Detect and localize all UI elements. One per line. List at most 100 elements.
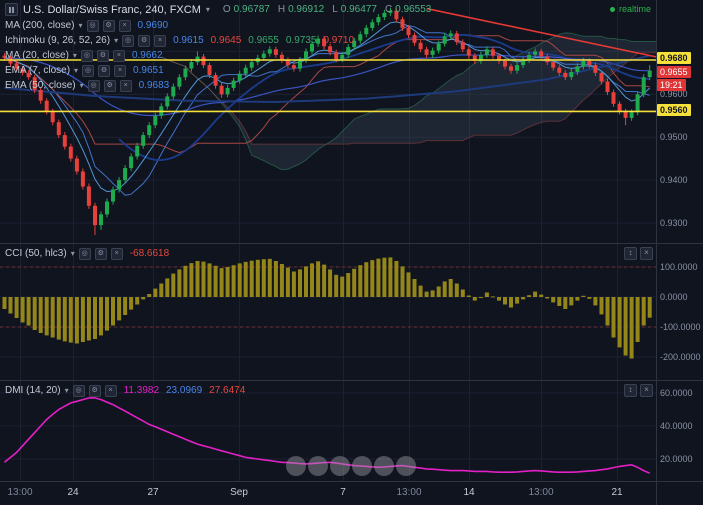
delete-icon[interactable]: ×: [119, 79, 132, 92]
eye-icon[interactable]: ◎: [122, 34, 135, 47]
eye-icon[interactable]: ◎: [72, 384, 85, 397]
ema50-value: 0.9683: [138, 80, 170, 91]
chevron-down-icon[interactable]: ▾: [114, 36, 119, 45]
price-axis-label: 0.9600: [660, 89, 688, 99]
delete-icon[interactable]: ×: [110, 247, 123, 260]
open-label: O: [222, 4, 231, 15]
ichimoku-chikou-value: 0.9655: [248, 35, 279, 46]
ema7-value: 0.9651: [133, 65, 164, 76]
close-value: 0.96553: [395, 4, 432, 15]
ichimoku-tenkan-value: 0.9615: [173, 35, 204, 46]
realtime-label: realtime: [618, 4, 651, 14]
chevron-down-icon[interactable]: ▾: [70, 249, 75, 258]
delete-icon[interactable]: ×: [154, 34, 167, 47]
gear-icon[interactable]: ⚙: [94, 247, 107, 260]
time-axis-label: 13:00: [396, 487, 422, 498]
cci-pane-controls: ↕ ×: [624, 247, 653, 260]
indicator-row-ichimoku: Ichimoku (9, 26, 52, 26) ▾ ◎ ⚙ × 0.9615 …: [5, 34, 354, 47]
time-axis-label: 14: [463, 487, 475, 498]
eye-icon[interactable]: ◎: [82, 64, 95, 77]
ma200-value: 0.9690: [137, 20, 169, 31]
cci-axis-label: -200.0000: [660, 352, 701, 362]
dmi-axis-label: 60.0000: [660, 388, 693, 398]
chevron-down-icon[interactable]: ▾: [74, 66, 79, 75]
move-pane-icon[interactable]: ↕: [624, 384, 637, 397]
dmi-axis-label: 40.0000: [660, 421, 693, 431]
gear-icon[interactable]: ⚙: [88, 384, 101, 397]
dmi-axis-label: 20.0000: [660, 454, 693, 464]
dmi-adx-value: 11.3982: [123, 385, 159, 396]
time-axis-label: 27: [147, 487, 159, 498]
indicator-label[interactable]: EMA (7, close): [5, 65, 71, 76]
cci-axis-label: 100.0000: [660, 262, 698, 272]
ichimoku-senkou-b-value: 0.9710: [323, 35, 355, 46]
time-axis-label: 24: [67, 487, 79, 498]
indicator-row-dmi: DMI (14, 20) ▾ ◎ ⚙ × 11.3982 23.0969 27.…: [5, 384, 245, 397]
price-level-label: 0.9680: [657, 52, 691, 64]
price-axis-label: 0.9400: [660, 175, 688, 185]
dmi-di-minus-value: 27.6474: [209, 385, 246, 396]
ohlc-readout: O 0.96787 H 0.96912 L 0.96477 C 0.96553: [215, 4, 431, 15]
dmi-pane-controls: ↕ ×: [624, 384, 653, 397]
move-pane-icon[interactable]: ↕: [624, 247, 637, 260]
eye-icon[interactable]: ◎: [78, 247, 91, 260]
indicator-label[interactable]: MA (20, close): [5, 50, 69, 61]
delete-icon[interactable]: ×: [118, 19, 131, 32]
delete-icon[interactable]: ×: [112, 49, 125, 62]
dmi-di-plus-value: 23.0969: [166, 385, 203, 396]
indicator-row-cci: CCI (50, hlc3) ▾ ◎ ⚙ × -68.6618: [5, 247, 169, 260]
countdown-label: 19:21: [657, 79, 686, 91]
eye-icon[interactable]: ◎: [86, 19, 99, 32]
time-axis-label: Sep: [230, 487, 248, 498]
chevron-down-icon[interactable]: ▾: [78, 21, 83, 30]
price-axis-label: 0.9500: [660, 132, 688, 142]
time-axis-label: 21: [611, 487, 623, 498]
time-axis-label: 13:00: [528, 487, 554, 498]
ichimoku-senkou-a-value: 0.9735: [285, 35, 317, 46]
indicator-label[interactable]: MA (200, close): [5, 20, 75, 31]
indicator-row-ma20: MA (20, close) ▾ ◎ ⚙ × 0.9662: [5, 49, 163, 62]
eye-icon[interactable]: ◎: [87, 79, 100, 92]
time-axis-label: 7: [340, 487, 346, 498]
close-pane-icon[interactable]: ×: [640, 384, 653, 397]
symbol-title[interactable]: U.S. Dollar/Swiss Franc, 240, FXCM: [23, 3, 201, 16]
chevron-down-icon[interactable]: ▾: [72, 51, 77, 60]
high-label: H: [277, 4, 286, 15]
chevron-down-icon[interactable]: ▾: [64, 386, 69, 395]
high-value: 0.96912: [288, 4, 325, 15]
gear-icon[interactable]: ⚙: [96, 49, 109, 62]
indicator-label[interactable]: EMA (50, close): [5, 80, 76, 91]
symbol-header: U.S. Dollar/Swiss Franc, 240, FXCM ▾ O 0…: [5, 3, 431, 16]
last-price-label: 0.9655: [657, 66, 691, 78]
eye-icon[interactable]: ◎: [80, 49, 93, 62]
delete-icon[interactable]: ×: [114, 64, 127, 77]
time-axis[interactable]: 13:00 24 27 Sep 7 13:00 14 13:00 21: [0, 482, 656, 505]
indicator-row-ema7: EMA (7, close) ▾ ◎ ⚙ × 0.9651: [5, 64, 164, 77]
gear-icon[interactable]: ⚙: [102, 19, 115, 32]
time-axis-label: 13:00: [7, 487, 33, 498]
close-label: C: [384, 4, 393, 15]
indicator-label[interactable]: CCI (50, hlc3): [5, 248, 67, 259]
close-pane-icon[interactable]: ×: [640, 247, 653, 260]
gear-icon[interactable]: ⚙: [103, 79, 116, 92]
gear-icon[interactable]: ⚙: [98, 64, 111, 77]
price-level-label: 0.9560: [657, 104, 691, 116]
chevron-down-icon[interactable]: ▾: [79, 81, 84, 90]
chevron-down-icon[interactable]: ▾: [205, 5, 210, 14]
indicator-row-ema50: EMA (50, close) ▾ ◎ ⚙ × 0.9683: [5, 79, 169, 92]
delete-icon[interactable]: ×: [104, 384, 117, 397]
cci-axis-label: 0.0000: [660, 292, 688, 302]
price-axis[interactable]: 0.9600 0.9500 0.9400 0.9300 100.0000 0.0000 -1…: [657, 0, 703, 505]
indicator-label[interactable]: Ichimoku (9, 26, 52, 26): [5, 35, 111, 46]
gear-icon[interactable]: ⚙: [138, 34, 151, 47]
indicator-label[interactable]: DMI (14, 20): [5, 385, 61, 396]
chart-style-icon[interactable]: [5, 3, 18, 16]
cci-axis-label: -100.0000: [660, 322, 701, 332]
realtime-badge: realtime: [609, 4, 651, 14]
low-label: L: [332, 4, 338, 15]
open-value: 0.96787: [233, 4, 270, 15]
indicator-row-ma200: MA (200, close) ▾ ◎ ⚙ × 0.9690: [5, 19, 168, 32]
low-value: 0.96477: [340, 4, 377, 15]
